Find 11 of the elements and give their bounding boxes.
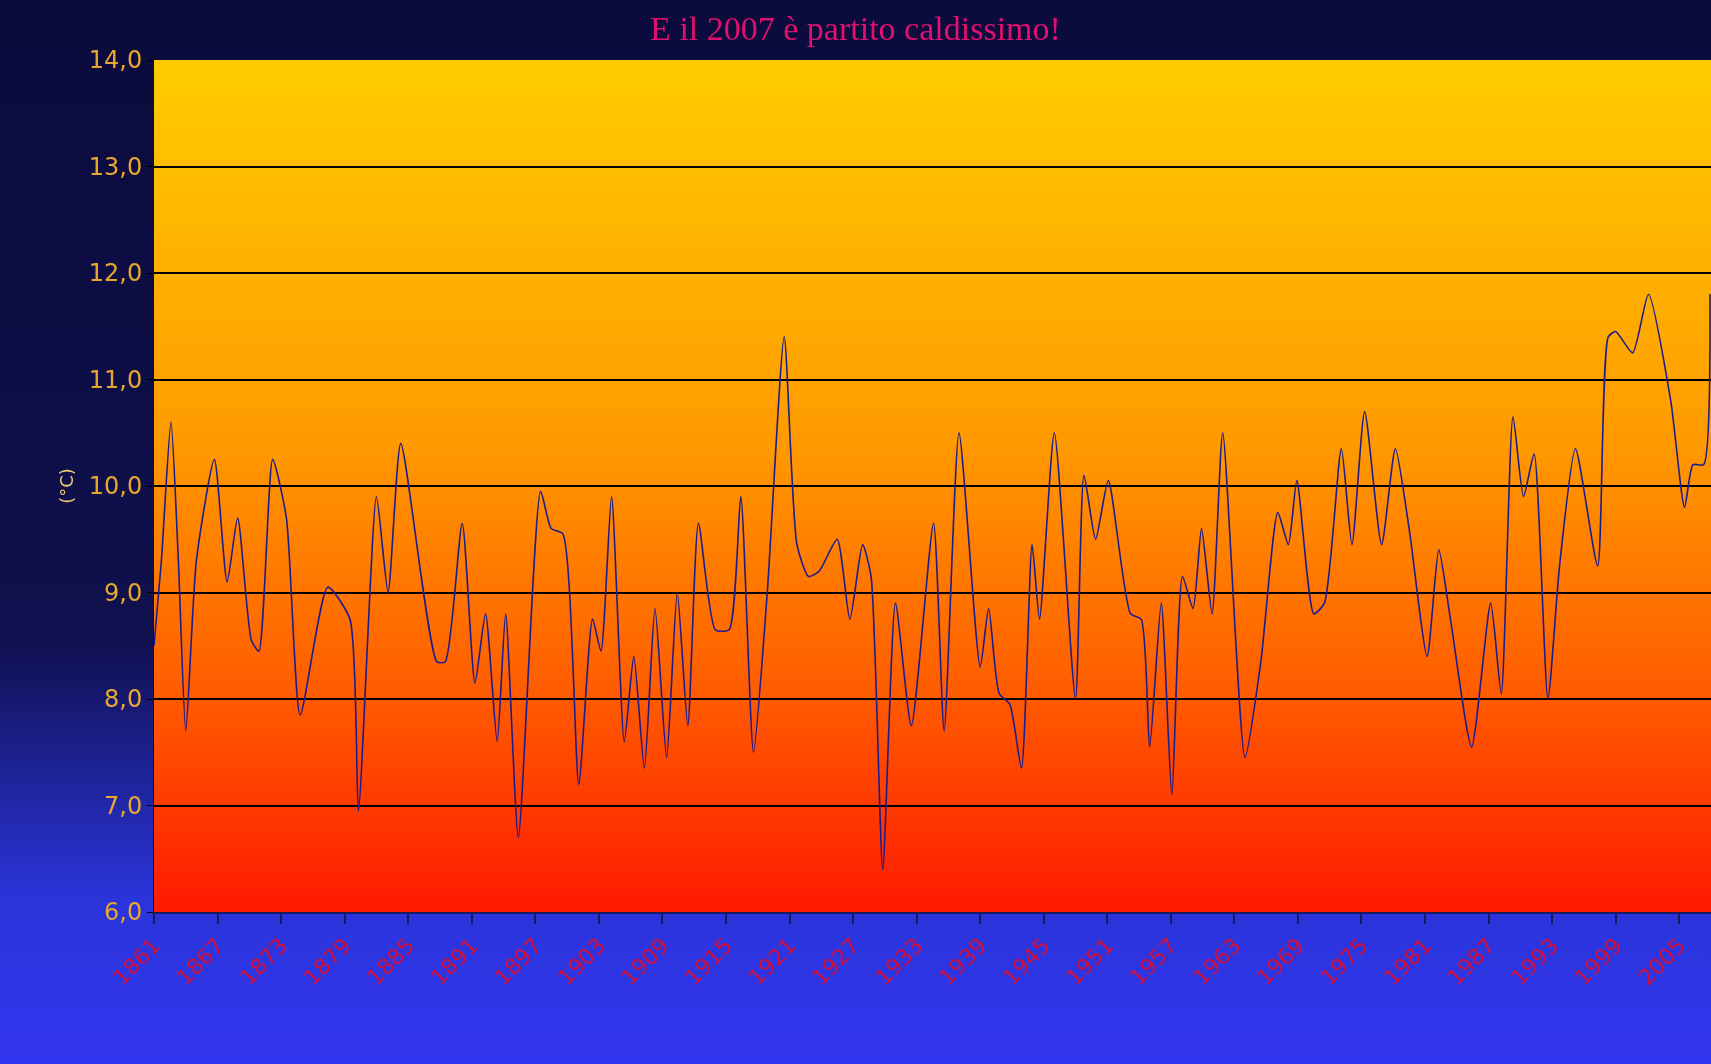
y-axis-title: (°C) [55,468,77,504]
y-tick-label: 12,0 [88,259,143,288]
y-tick-label: 7,0 [104,791,143,820]
y-tick-label: 11,0 [88,365,143,394]
y-tick-label: 9,0 [104,578,143,607]
y-tick-label: 8,0 [104,685,143,714]
y-tick-label: 14,0 [88,46,143,75]
y-tick-label: 10,0 [88,472,143,501]
chart-title: E il 2007 è partito caldissimo! [650,9,1061,47]
y-tick-label: 13,0 [88,152,143,181]
y-tick-label: 6,0 [104,898,143,927]
